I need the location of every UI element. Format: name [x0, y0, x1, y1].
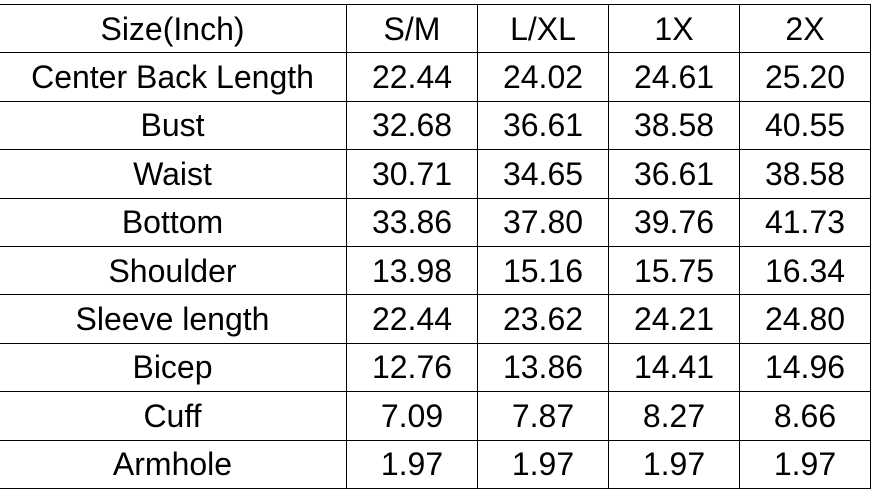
- measurement-cell: 41.73: [739, 197, 871, 247]
- measurement-cell: 38.58: [739, 149, 871, 199]
- measurement-cell: 13.86: [477, 342, 609, 393]
- row-label: Bust: [0, 100, 347, 151]
- row-label: Shoulder: [0, 245, 347, 296]
- size-chart-body: Size(Inch) S/M L/XL 1X 2X Center Back Le…: [0, 3, 871, 489]
- measurement-cell: 14.96: [739, 342, 871, 393]
- measurement-cell: 15.75: [608, 245, 740, 296]
- measurement-cell: 8.66: [739, 391, 871, 441]
- measurement-cell: 36.61: [608, 149, 740, 199]
- header-cell-2x: 2X: [739, 3, 871, 54]
- size-chart-table: Size(Inch) S/M L/XL 1X 2X Center Back Le…: [0, 3, 871, 489]
- row-label: Bottom: [0, 197, 347, 247]
- measurement-cell: 38.58: [608, 100, 740, 151]
- measurement-cell: 33.86: [346, 197, 478, 247]
- measurement-cell: 22.44: [346, 52, 478, 102]
- table-row: Bottom 33.86 37.80 39.76 41.73: [0, 197, 871, 247]
- measurement-cell: 24.02: [477, 52, 609, 102]
- measurement-cell: 1.97: [346, 439, 478, 489]
- table-row: Center Back Length 22.44 24.02 24.61 25.20: [0, 52, 871, 102]
- row-label: Center Back Length: [0, 52, 347, 102]
- measurement-cell: 1.97: [739, 439, 871, 489]
- measurement-cell: 16.34: [739, 245, 871, 296]
- measurement-cell: 14.41: [608, 342, 740, 393]
- measurement-cell: 1.97: [477, 439, 609, 489]
- measurement-cell: 25.20: [739, 52, 871, 102]
- header-cell-lxl: L/XL: [477, 3, 609, 54]
- measurement-cell: 36.61: [477, 100, 609, 151]
- measurement-cell: 7.09: [346, 391, 478, 441]
- row-label: Sleeve length: [0, 294, 347, 344]
- header-cell-1x: 1X: [608, 3, 740, 54]
- header-cell-sm: S/M: [346, 3, 478, 54]
- measurement-cell: 40.55: [739, 100, 871, 151]
- row-label: Waist: [0, 149, 347, 199]
- row-label: Armhole: [0, 439, 347, 489]
- measurement-cell: 1.97: [608, 439, 740, 489]
- measurement-cell: 7.87: [477, 391, 609, 441]
- measurement-cell: 24.61: [608, 52, 740, 102]
- measurement-cell: 12.76: [346, 342, 478, 393]
- table-row: Bicep 12.76 13.86 14.41 14.96: [0, 342, 871, 393]
- measurement-cell: 24.80: [739, 294, 871, 344]
- measurement-cell: 23.62: [477, 294, 609, 344]
- table-row: Waist 30.71 34.65 36.61 38.58: [0, 149, 871, 199]
- measurement-cell: 15.16: [477, 245, 609, 296]
- measurement-cell: 34.65: [477, 149, 609, 199]
- header-row: Size(Inch) S/M L/XL 1X 2X: [0, 3, 871, 54]
- row-label: Cuff: [0, 391, 347, 441]
- measurement-cell: 37.80: [477, 197, 609, 247]
- table-row: Shoulder 13.98 15.16 15.75 16.34: [0, 245, 871, 296]
- table-row: Bust 32.68 36.61 38.58 40.55: [0, 100, 871, 151]
- table-row: Armhole 1.97 1.97 1.97 1.97: [0, 439, 871, 489]
- table-row: Sleeve length 22.44 23.62 24.21 24.80: [0, 294, 871, 344]
- row-label: Bicep: [0, 342, 347, 393]
- measurement-cell: 13.98: [346, 245, 478, 296]
- table-row: Cuff 7.09 7.87 8.27 8.66: [0, 391, 871, 441]
- measurement-cell: 32.68: [346, 100, 478, 151]
- header-cell-size: Size(Inch): [0, 3, 347, 54]
- measurement-cell: 24.21: [608, 294, 740, 344]
- measurement-cell: 8.27: [608, 391, 740, 441]
- measurement-cell: 39.76: [608, 197, 740, 247]
- measurement-cell: 22.44: [346, 294, 478, 344]
- measurement-cell: 30.71: [346, 149, 478, 199]
